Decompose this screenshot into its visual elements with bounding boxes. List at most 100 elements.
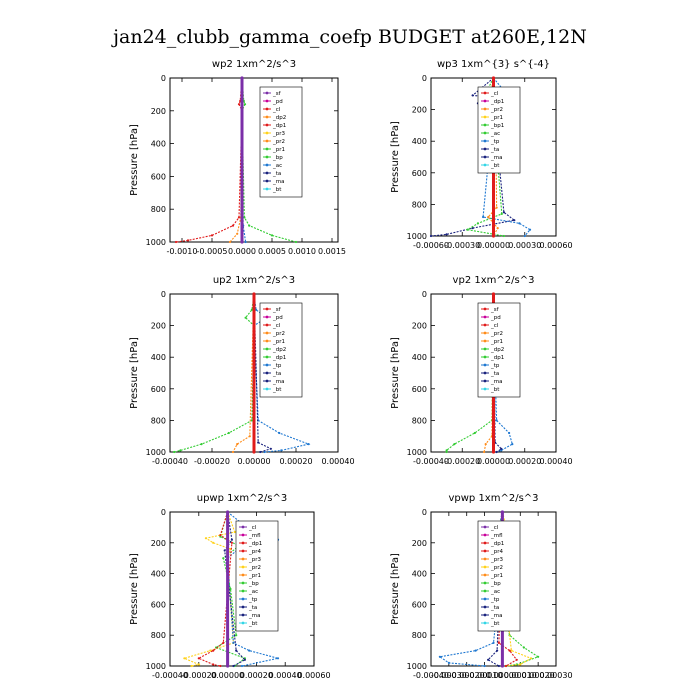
legend-label: _dp1 bbox=[490, 99, 504, 105]
series-point bbox=[497, 664, 500, 668]
series-point bbox=[197, 663, 200, 666]
legend-label: _cl bbox=[490, 91, 499, 97]
y-tick-label: 400 bbox=[412, 570, 427, 579]
legend-marker bbox=[483, 123, 487, 127]
legend-label: _bt bbox=[248, 621, 258, 627]
legend-label: _dp1 bbox=[248, 541, 262, 547]
series-point bbox=[496, 227, 499, 230]
series-point bbox=[276, 657, 280, 660]
legend-marker bbox=[265, 323, 269, 327]
series-point bbox=[219, 664, 222, 668]
legend-marker bbox=[483, 605, 487, 609]
series-point bbox=[492, 641, 495, 645]
legend-marker bbox=[483, 107, 487, 111]
chart-panel-4: vp2 1xm^2/s^3 Pressure [hPa] 0 200 400 600 800… bbox=[390, 275, 573, 466]
panel-title: wp3 1xm^{3} s^{-4} bbox=[437, 59, 550, 70]
series-point bbox=[508, 431, 511, 435]
legend-label: _tp bbox=[490, 363, 500, 369]
legend-label: _tp bbox=[490, 597, 500, 603]
legend-label: _ac bbox=[272, 163, 282, 169]
series-point bbox=[244, 240, 247, 244]
series-point bbox=[255, 308, 258, 311]
series-point bbox=[519, 663, 522, 666]
legend-marker bbox=[241, 621, 245, 625]
legend-marker bbox=[265, 155, 269, 159]
legend-marker bbox=[241, 597, 245, 601]
legend-marker bbox=[265, 147, 269, 151]
series-line-3 bbox=[232, 293, 255, 453]
y-tick-label: 1000 bbox=[407, 232, 427, 241]
legend-label: _sf bbox=[272, 91, 282, 97]
series-point bbox=[500, 447, 503, 450]
y-tick-label: 200 bbox=[151, 107, 166, 116]
legend-label: _bp bbox=[490, 581, 501, 587]
legend-label: _dp1 bbox=[272, 355, 286, 361]
series-point bbox=[212, 649, 215, 652]
y-tick-label: 1000 bbox=[146, 238, 166, 247]
legend-marker bbox=[483, 613, 487, 617]
legend-marker bbox=[241, 573, 245, 577]
series-point bbox=[497, 641, 500, 645]
legend-marker bbox=[265, 347, 269, 351]
legend-label: _pr4 bbox=[248, 549, 262, 555]
series-point bbox=[487, 215, 490, 219]
legend-label: _pr1 bbox=[490, 339, 503, 345]
series-point bbox=[250, 308, 253, 311]
legend-marker bbox=[483, 347, 487, 351]
series-point bbox=[226, 510, 230, 514]
x-tick-label: 0.00060 bbox=[539, 241, 572, 250]
series-point bbox=[243, 216, 246, 219]
legend-marker bbox=[265, 387, 269, 391]
x-tick-label: 0.00000 bbox=[486, 671, 519, 680]
y-tick-label: 0 bbox=[161, 508, 166, 517]
legend-marker bbox=[483, 379, 487, 383]
series-point bbox=[471, 227, 474, 230]
legend-label: _bt bbox=[272, 387, 282, 393]
series-point bbox=[518, 222, 521, 225]
series-point bbox=[179, 449, 182, 452]
series-point bbox=[484, 443, 487, 446]
series-point bbox=[232, 641, 235, 645]
legend-marker bbox=[483, 339, 487, 343]
y-axis-label: Pressure [hPa] bbox=[390, 553, 401, 625]
series-point bbox=[270, 234, 274, 237]
legend-label: _pd bbox=[272, 315, 283, 321]
y-tick-label: 400 bbox=[151, 140, 166, 149]
series-point bbox=[259, 450, 262, 454]
legend-label: _pr3 bbox=[490, 557, 504, 563]
legend-label: _ma bbox=[272, 379, 284, 385]
plot-frame bbox=[169, 77, 339, 243]
series-point bbox=[429, 234, 433, 238]
legend-label: _cl bbox=[272, 323, 281, 329]
x-tick-label: -0.00060 bbox=[413, 241, 449, 250]
y-axis-label: Pressure [hPa] bbox=[129, 124, 140, 196]
panel-title: vp2 1xm^2/s^3 bbox=[453, 275, 535, 286]
legend-marker bbox=[483, 549, 487, 553]
legend-marker bbox=[483, 371, 487, 375]
series-point bbox=[537, 655, 540, 658]
series-point bbox=[476, 222, 479, 225]
series-point bbox=[233, 530, 236, 534]
legend-marker bbox=[265, 379, 269, 383]
y-tick-label: 1000 bbox=[146, 448, 166, 457]
legend-marker bbox=[265, 307, 269, 311]
series-line-4 bbox=[241, 77, 247, 243]
series-point bbox=[236, 443, 239, 446]
series-point bbox=[235, 649, 238, 652]
series-line-5 bbox=[224, 511, 246, 667]
x-tick-label: 0.00000 bbox=[237, 457, 270, 466]
legend-label: _dp2 bbox=[272, 347, 286, 353]
series-point bbox=[510, 649, 513, 652]
legend-label: _cl bbox=[490, 525, 499, 531]
legend-marker bbox=[483, 115, 487, 119]
legend-label: _pr2 bbox=[490, 331, 503, 337]
y-tick-label: 0 bbox=[161, 290, 166, 299]
series-point bbox=[523, 234, 526, 238]
series-point bbox=[237, 216, 241, 219]
legend-marker bbox=[483, 533, 487, 537]
legend-marker bbox=[265, 91, 269, 95]
y-axis-label: Pressure [hPa] bbox=[390, 337, 401, 409]
legend-label: _ac bbox=[490, 131, 500, 137]
y-tick-label: 800 bbox=[151, 631, 166, 640]
